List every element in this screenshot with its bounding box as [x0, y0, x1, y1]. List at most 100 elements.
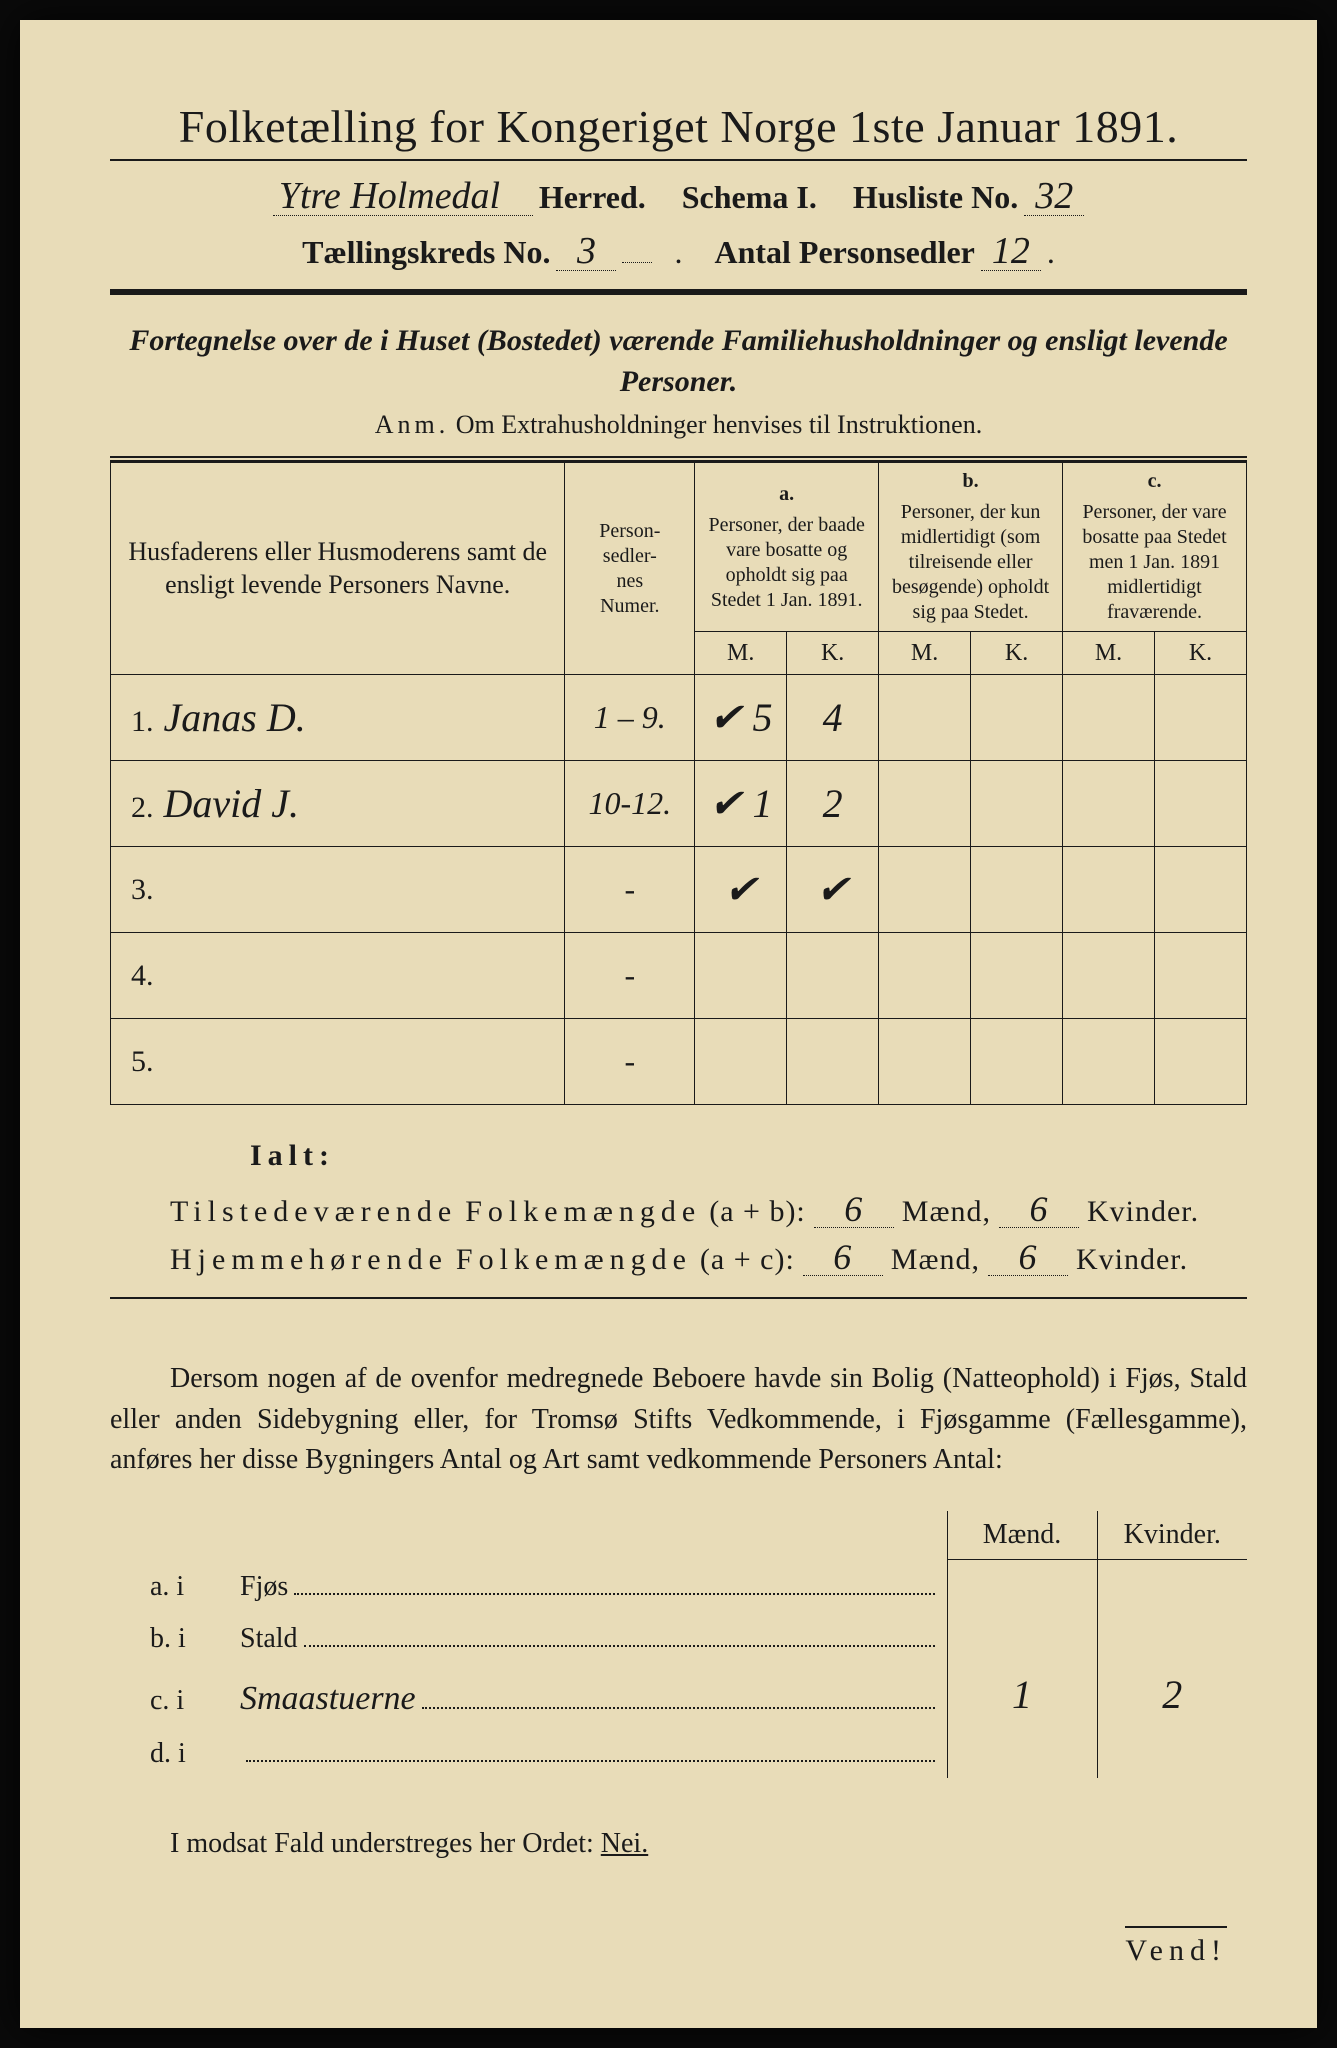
col-c-k: K. — [1154, 632, 1246, 675]
col-b-m: M. — [879, 632, 971, 675]
a-m-cell: ✔ — [695, 847, 787, 933]
sub-row: c. iSmaastuerne12 — [110, 1663, 1247, 1726]
section-heading: Fortegnelse over de i Huset (Bostedet) v… — [110, 321, 1247, 402]
kreds-value: 3 — [556, 232, 616, 271]
sub-head-m: Mænd. — [947, 1511, 1097, 1560]
mid-rule — [110, 1297, 1247, 1299]
anm-line: Anm. Om Extrahusholdninger henvises til … — [110, 410, 1247, 440]
b-m-cell — [879, 847, 971, 933]
main-table: Husfaderens eller Husmoderens samt de en… — [110, 462, 1247, 1105]
numer-cell: - — [565, 1019, 695, 1105]
a-k-cell: 4 — [787, 675, 879, 761]
sub-table: Mænd. Kvinder. a. iFjøsb. iStaldc. iSmaa… — [110, 1511, 1247, 1779]
a-m-cell: ✔ 1 — [695, 761, 787, 847]
c-m-cell — [1063, 675, 1155, 761]
c-k-cell — [1154, 847, 1246, 933]
col-b-k: K. — [971, 632, 1063, 675]
c-m-cell — [1063, 1019, 1155, 1105]
col-name: Husfaderens eller Husmoderens samt de en… — [111, 463, 565, 675]
census-form-page: Folketælling for Kongeriget Norge 1ste J… — [20, 20, 1317, 2028]
instruction-paragraph: Dersom nogen af de ovenfor medregnede Be… — [110, 1359, 1247, 1481]
antal-value: 12 — [981, 232, 1041, 271]
b-k-cell — [971, 1019, 1063, 1105]
header-line-1: Ytre Holmedal Herred. Schema I. Husliste… — [110, 177, 1247, 216]
table-row: 3.-✔✔ — [111, 847, 1247, 933]
sub-row: d. i — [110, 1726, 1247, 1778]
ialt-label: Ialt: — [250, 1139, 1247, 1173]
header-line-2: Tællingskreds No. 3 . Antal Personsedler… — [110, 232, 1247, 271]
sub-row: a. iFjøs — [110, 1559, 1247, 1611]
sub-head-k: Kvinder. — [1097, 1511, 1247, 1560]
b-k-cell — [971, 675, 1063, 761]
b-m-cell — [879, 761, 971, 847]
col-c: c. Personer, der vare bosatte paa Stedet… — [1063, 463, 1247, 632]
b-m-cell — [879, 675, 971, 761]
sub-m-cell — [947, 1726, 1097, 1778]
b-k-cell — [971, 761, 1063, 847]
numer-cell: 1 – 9. — [565, 675, 695, 761]
sub-m-cell: 1 — [947, 1663, 1097, 1726]
kreds-label: Tællingskreds No. — [302, 234, 550, 271]
c-m-cell — [1063, 847, 1155, 933]
sub-label-cell: d. i — [110, 1726, 947, 1778]
table-row: 2.David J.10-12.✔ 12 — [111, 761, 1247, 847]
table-row: 1.Janas D.1 – 9.✔ 54 — [111, 675, 1247, 761]
sub-k-cell — [1097, 1611, 1247, 1663]
husliste-label: Husliste No. — [853, 179, 1018, 216]
sub-row: b. iStald — [110, 1611, 1247, 1663]
title-rule — [110, 159, 1247, 161]
herred-value: Ytre Holmedal — [273, 177, 533, 216]
name-cell: 1.Janas D. — [111, 675, 565, 761]
sub-m-cell — [947, 1611, 1097, 1663]
b-k-cell — [971, 847, 1063, 933]
ialt-block: Ialt: — [250, 1139, 1247, 1173]
col-a-m: M. — [695, 632, 787, 675]
b-m-cell — [879, 933, 971, 1019]
sub-k-cell — [1097, 1559, 1247, 1611]
schema-label: Schema I. — [682, 179, 817, 216]
b-k-cell — [971, 933, 1063, 1019]
name-cell: 3. — [111, 847, 565, 933]
header-rule — [110, 289, 1247, 295]
col-b: b. Personer, der kun midlertidigt (som t… — [879, 463, 1063, 632]
herred-label: Herred. — [539, 179, 646, 216]
a-k-cell: ✔ — [787, 847, 879, 933]
nei-line: I modsat Fald understreges her Ordet: Ne… — [170, 1828, 1247, 1860]
col-numer: Person- sedler- nes Numer. — [565, 463, 695, 675]
numer-cell: 10-12. — [565, 761, 695, 847]
sub-k-cell: 2 — [1097, 1663, 1247, 1726]
table-row: 4.- — [111, 933, 1247, 1019]
c-k-cell — [1154, 1019, 1246, 1105]
tilstede-line: Tilstedeværende Folkemængde (a + b): 6 M… — [170, 1191, 1247, 1229]
a-k-cell: 2 — [787, 761, 879, 847]
sub-label-cell: b. iStald — [110, 1611, 947, 1663]
a-m-cell: ✔ 5 — [695, 675, 787, 761]
c-k-cell — [1154, 761, 1246, 847]
page-title: Folketælling for Kongeriget Norge 1ste J… — [110, 100, 1247, 153]
col-c-m: M. — [1063, 632, 1155, 675]
c-m-cell — [1063, 933, 1155, 1019]
b-m-cell — [879, 1019, 971, 1105]
sub-k-cell — [1097, 1726, 1247, 1778]
numer-cell: - — [565, 847, 695, 933]
name-cell: 2.David J. — [111, 761, 565, 847]
a-m-cell — [695, 933, 787, 1019]
sub-m-cell — [947, 1559, 1097, 1611]
table-row: 5.- — [111, 1019, 1247, 1105]
a-k-cell — [787, 933, 879, 1019]
c-k-cell — [1154, 933, 1246, 1019]
hjemme-line: Hjemmehørende Folkemængde (a + c): 6 Mæn… — [170, 1239, 1247, 1277]
numer-cell: - — [565, 933, 695, 1019]
name-cell: 5. — [111, 1019, 565, 1105]
husliste-value: 32 — [1024, 177, 1084, 216]
a-k-cell — [787, 1019, 879, 1105]
name-cell: 4. — [111, 933, 565, 1019]
c-m-cell — [1063, 761, 1155, 847]
sub-label-cell: a. iFjøs — [110, 1559, 947, 1611]
col-a-k: K. — [787, 632, 879, 675]
a-m-cell — [695, 1019, 787, 1105]
antal-label: Antal Personsedler — [714, 234, 974, 271]
c-k-cell — [1154, 675, 1246, 761]
col-a: a. Personer, der baade vare bosatte og o… — [695, 463, 879, 632]
vend-label: Vend! — [1125, 1926, 1227, 1968]
